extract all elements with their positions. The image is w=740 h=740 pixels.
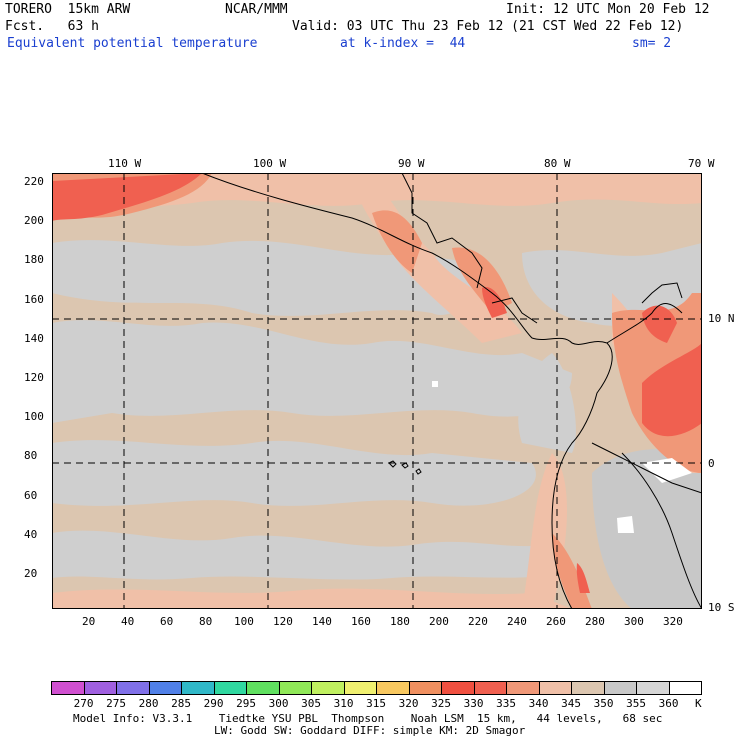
colorbar-label: 275 bbox=[106, 697, 126, 710]
x-tick-label: 280 bbox=[585, 615, 605, 628]
field-name: Equivalent potential temperature bbox=[7, 36, 258, 51]
x-tick-label: 300 bbox=[624, 615, 644, 628]
theta-e-map bbox=[52, 173, 702, 609]
lon-label-100w: 100 W bbox=[253, 157, 287, 170]
x-tick-label: 140 bbox=[312, 615, 332, 628]
smoothing-info: sm= 2 bbox=[632, 36, 672, 51]
y-tick-label: 160 bbox=[24, 292, 44, 306]
x-tick-label: 320 bbox=[663, 615, 683, 628]
x-tick-label: 200 bbox=[429, 615, 449, 628]
colorbar-swatch bbox=[506, 681, 540, 695]
y-tick-label: 180 bbox=[24, 253, 44, 267]
colorbar-swatch bbox=[603, 681, 637, 695]
init-time: Init: 12 UTC Mon 20 Feb 12 bbox=[506, 2, 710, 17]
colorbar-swatch bbox=[441, 681, 475, 695]
colorbar-swatch bbox=[376, 681, 410, 695]
colorbar-label: 315 bbox=[366, 697, 386, 710]
x-tick-label: 120 bbox=[273, 615, 293, 628]
colorbar-swatch bbox=[636, 681, 670, 695]
colorbar-swatch bbox=[181, 681, 215, 695]
graticule bbox=[52, 173, 702, 609]
colorbar-label: 300 bbox=[268, 697, 289, 710]
map-canvas bbox=[52, 173, 702, 609]
grey-regions bbox=[52, 240, 702, 609]
x-tick-label: 40 bbox=[121, 615, 135, 628]
colorbar-label: 295 bbox=[236, 697, 256, 710]
white-patches bbox=[432, 381, 692, 533]
lon-label-90w: 90 W bbox=[398, 157, 425, 170]
y-tick-label: 80 bbox=[24, 449, 38, 463]
red-regions bbox=[52, 173, 702, 593]
colorbar-label: 335 bbox=[496, 697, 516, 710]
lon-label-70w: 70 W bbox=[688, 157, 715, 170]
colorbar-label: 360 bbox=[658, 697, 679, 710]
y-tick-label: 60 bbox=[24, 488, 38, 502]
colorbar-label: 280 bbox=[138, 697, 159, 710]
colorbar-label: 345 bbox=[561, 697, 581, 710]
colorbar-swatch bbox=[116, 681, 150, 695]
colorbar-swatch bbox=[311, 681, 345, 695]
lat-label-10s: 10 S bbox=[708, 601, 735, 614]
colorbar-label: 305 bbox=[301, 697, 321, 710]
x-tick-label: 60 bbox=[160, 615, 174, 628]
model-info-line1: Model Info: V3.3.1 Tiedtke YSU PBL Thomp… bbox=[73, 712, 663, 725]
y-tick-label: 200 bbox=[24, 214, 44, 228]
y-tick-label: 140 bbox=[24, 331, 44, 345]
colorbar-label: 355 bbox=[626, 697, 646, 710]
colorbar-label: 320 bbox=[398, 697, 419, 710]
x-tick-label: 260 bbox=[546, 615, 566, 628]
colorbar-swatch bbox=[538, 681, 572, 695]
colorbar-swatch bbox=[148, 681, 182, 695]
colorbar-swatch bbox=[213, 681, 247, 695]
colorbar-label: 285 bbox=[171, 697, 191, 710]
colorbar-label: 310 bbox=[333, 697, 354, 710]
colorbar-swatch bbox=[473, 681, 507, 695]
model-title: TORERO 15km ARW bbox=[5, 2, 131, 17]
colorbar-label: 350 bbox=[593, 697, 614, 710]
y-tick-label: 20 bbox=[24, 567, 38, 580]
colorbar-swatch bbox=[343, 681, 377, 695]
colorbar-swatch bbox=[278, 681, 312, 695]
y-tick-label: 220 bbox=[24, 175, 44, 188]
forecast-hour: Fcst. 63 h bbox=[5, 19, 99, 34]
x-tick-label: 180 bbox=[390, 615, 410, 628]
colorbar-swatch bbox=[408, 681, 442, 695]
x-tick-label: 80 bbox=[199, 615, 213, 628]
colorbar-label: K bbox=[695, 697, 702, 710]
colorbar-swatch bbox=[51, 681, 85, 695]
colorbar-swatch bbox=[246, 681, 280, 695]
lat-label-0: 0 bbox=[708, 457, 715, 470]
coastlines bbox=[201, 173, 702, 609]
x-tick-label: 20 bbox=[82, 615, 96, 628]
colorbar-swatch bbox=[571, 681, 605, 695]
level-info: at k-index = 44 bbox=[340, 36, 466, 51]
colorbar-label: 270 bbox=[73, 697, 94, 710]
x-tick-label: 160 bbox=[351, 615, 371, 628]
lon-label-80w: 80 W bbox=[544, 157, 571, 170]
colorbar-label: 325 bbox=[431, 697, 451, 710]
y-tick-label: 120 bbox=[24, 371, 44, 384]
colorbar-swatch bbox=[668, 681, 702, 695]
y-tick-label: 100 bbox=[24, 410, 44, 424]
x-tick-label: 100 bbox=[234, 615, 254, 628]
lat-label-10n: 10 N bbox=[708, 312, 735, 325]
colorbar-swatch bbox=[83, 681, 117, 695]
colorbar-label: 330 bbox=[463, 697, 484, 710]
valid-time: Valid: 03 UTC Thu 23 Feb 12 (21 CST Wed … bbox=[292, 19, 684, 34]
colorbar-label: 290 bbox=[203, 697, 224, 710]
center-name: NCAR/MMM bbox=[225, 2, 288, 17]
model-info-line2: LW: Godd SW: Goddard DIFF: simple KM: 2D… bbox=[214, 724, 526, 737]
x-tick-label: 240 bbox=[507, 615, 527, 628]
lon-label-110w: 110 W bbox=[108, 157, 142, 170]
colorbar-label: 340 bbox=[528, 697, 549, 710]
y-tick-label: 40 bbox=[24, 527, 38, 541]
x-tick-label: 220 bbox=[468, 615, 488, 628]
